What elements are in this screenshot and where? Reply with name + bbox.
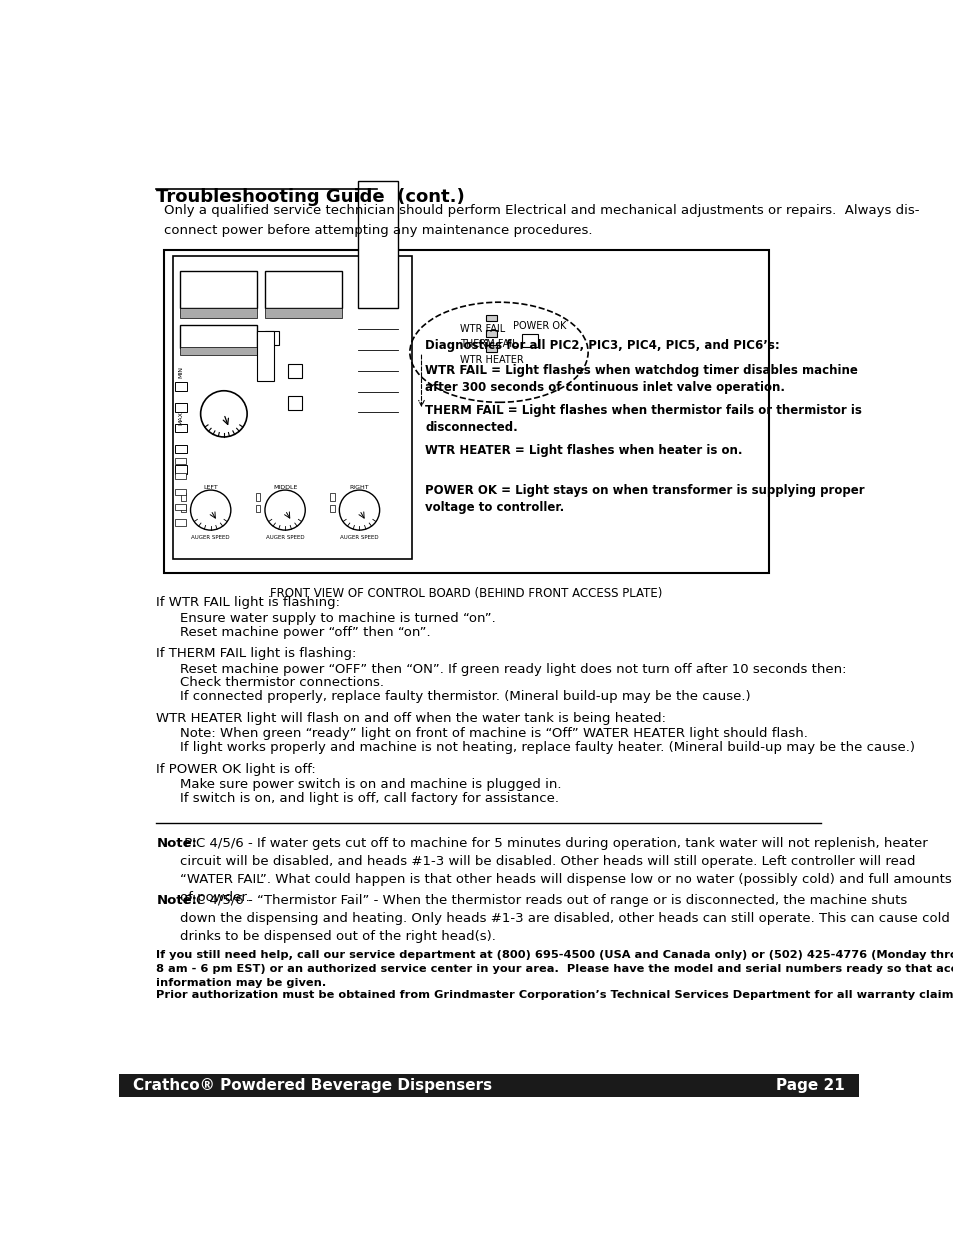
Text: If switch is on, and light is off, call factory for assistance.: If switch is on, and light is off, call …: [179, 792, 558, 805]
Bar: [357, 182, 397, 309]
Text: PIC 4/5/6 - If water gets cut off to machine for 5 minutes during operation, tan: PIC 4/5/6 - If water gets cut off to mac…: [180, 836, 951, 904]
Text: WTR HEATER light will flash on and off when the water tank is being heated:: WTR HEATER light will flash on and off w…: [156, 711, 666, 725]
Text: WTR HEATER: WTR HEATER: [459, 354, 523, 364]
Text: Note:: Note:: [156, 836, 197, 850]
Text: Page 21: Page 21: [775, 1078, 843, 1093]
Text: THERM FAIL: THERM FAIL: [459, 340, 517, 350]
Text: Make sure power switch is on and machine is plugged in.: Make sure power switch is on and machine…: [179, 778, 560, 792]
Bar: [288, 364, 302, 378]
Bar: [174, 458, 186, 464]
Text: MIN: MIN: [178, 366, 184, 378]
Text: Reset machine power “OFF” then “ON”. If green ready light does not turn off afte: Reset machine power “OFF” then “ON”. If …: [179, 662, 845, 676]
Text: Ensure water supply to machine is turned “on”.: Ensure water supply to machine is turned…: [179, 611, 495, 625]
Bar: [181, 505, 186, 513]
Text: Crathco® Powdered Beverage Dispensers: Crathco® Powdered Beverage Dispensers: [133, 1078, 492, 1093]
Bar: [179, 272, 257, 309]
Bar: [174, 504, 186, 510]
Bar: [265, 309, 342, 317]
Bar: [174, 520, 186, 526]
Bar: [330, 493, 335, 501]
Text: Troubleshooting Guide  (cont.): Troubleshooting Guide (cont.): [156, 188, 465, 206]
Text: AUGER SPEED: AUGER SPEED: [340, 535, 378, 540]
Text: WTR FAIL = Light flashes when watchdog timer disables machine
after 300 seconds : WTR FAIL = Light flashes when watchdog t…: [425, 364, 858, 394]
Text: Only a qualified service technician should perform Electrical and mechanical adj: Only a qualified service technician shou…: [164, 204, 919, 237]
Text: If THERM FAIL light is flashing:: If THERM FAIL light is flashing:: [156, 647, 356, 661]
Bar: [257, 331, 274, 380]
Text: If you still need help, call our service department at (800) 695-4500 (USA and C: If you still need help, call our service…: [156, 950, 953, 988]
Bar: [265, 272, 342, 309]
Text: WTR HEATER = Light flashes when heater is on.: WTR HEATER = Light flashes when heater i…: [425, 443, 742, 457]
Text: MAX: MAX: [178, 411, 184, 425]
Text: LEFT: LEFT: [203, 485, 218, 490]
Text: POWER OK = Light stays on when transformer is supplying proper
voltage to contro: POWER OK = Light stays on when transform…: [425, 484, 864, 514]
Bar: [179, 309, 257, 317]
Bar: [174, 489, 186, 495]
Bar: [119, 1073, 858, 1097]
Bar: [330, 505, 335, 513]
Text: If WTR FAIL light is flashing:: If WTR FAIL light is flashing:: [156, 597, 340, 609]
Bar: [521, 333, 537, 347]
Text: Note: When green “ready” light on front of machine is “Off” WATER HEATER light s: Note: When green “ready” light on front …: [179, 727, 807, 740]
Bar: [485, 315, 497, 321]
Text: Check thermistor connections.: Check thermistor connections.: [179, 677, 383, 689]
Bar: [181, 493, 186, 501]
Text: WTR FAIL: WTR FAIL: [459, 324, 505, 333]
Text: Prior authorization must be obtained from Grindmaster Corporation’s Technical Se: Prior authorization must be obtained fro…: [156, 989, 953, 1000]
Bar: [255, 505, 260, 513]
Bar: [485, 346, 497, 352]
Bar: [265, 331, 278, 345]
Text: Reset machine power “off” then “on”.: Reset machine power “off” then “on”.: [179, 626, 430, 638]
Text: AUGER SPEED: AUGER SPEED: [266, 535, 304, 540]
Bar: [179, 325, 257, 348]
Text: THERM FAIL = Light flashes when thermistor fails or thermistor is
disconnected.: THERM FAIL = Light flashes when thermist…: [425, 404, 862, 433]
Text: RIGHT: RIGHT: [350, 485, 369, 490]
Text: If light works properly and machine is not heating, replace faulty heater. (Mine: If light works properly and machine is n…: [179, 741, 914, 755]
Bar: [164, 249, 768, 573]
Text: If connected properly, replace faulty thermistor. (Mineral build-up may be the c: If connected properly, replace faulty th…: [179, 690, 750, 703]
Text: FRONT VIEW OF CONTROL BOARD (BEHIND FRONT ACCESS PLATE): FRONT VIEW OF CONTROL BOARD (BEHIND FRON…: [270, 587, 662, 600]
Bar: [174, 445, 187, 453]
Text: PIC 4/5/6 - “Thermistor Fail” - When the thermistor reads out of range or is dis: PIC 4/5/6 - “Thermistor Fail” - When the…: [180, 894, 949, 944]
Bar: [288, 396, 302, 410]
Text: POWER OK: POWER OK: [513, 321, 566, 331]
Bar: [485, 330, 497, 337]
Bar: [174, 473, 186, 479]
Bar: [174, 383, 187, 390]
Bar: [174, 403, 187, 411]
Bar: [174, 466, 187, 474]
Text: Diagnostics for all PIC2, PIC3, PIC4, PIC5, and PIC6’s:: Diagnostics for all PIC2, PIC3, PIC4, PI…: [425, 340, 780, 352]
Text: AUGER SPEED: AUGER SPEED: [192, 535, 230, 540]
Text: Note:: Note:: [156, 894, 197, 908]
Bar: [174, 424, 187, 432]
Text: MIDDLE: MIDDLE: [273, 485, 297, 490]
Bar: [255, 493, 260, 501]
Text: If POWER OK light is off:: If POWER OK light is off:: [156, 763, 315, 776]
Bar: [179, 347, 257, 354]
Bar: [173, 256, 412, 558]
